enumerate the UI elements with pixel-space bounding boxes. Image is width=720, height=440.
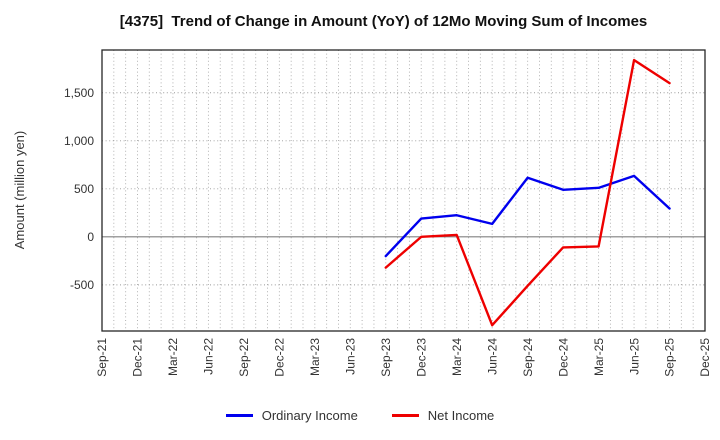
- y-tick-label: -500: [70, 278, 94, 292]
- x-tick-label: Dec-24: [556, 338, 570, 377]
- x-tick-label: Sep-25: [663, 338, 677, 377]
- legend-item-ordinary-income: Ordinary Income: [225, 408, 358, 423]
- x-tick-label: Sep-22: [237, 338, 251, 377]
- legend-label-ordinary-income: Ordinary Income: [261, 408, 358, 423]
- x-tick-label: Dec-25: [698, 338, 712, 377]
- legend: Ordinary Income Net Income: [0, 408, 720, 423]
- x-tick-label: Jun-22: [202, 338, 216, 375]
- legend-item-net-income: Net Income: [391, 408, 495, 423]
- y-tick-label: 1,500: [64, 86, 94, 100]
- x-tick-label: Mar-25: [592, 338, 606, 376]
- x-tick-label: Mar-23: [308, 338, 322, 376]
- plot-border: [101, 49, 706, 332]
- y-tick-label: 0: [87, 230, 94, 244]
- x-tick-label: Jun-23: [343, 338, 357, 375]
- x-tick-label: Sep-23: [379, 338, 393, 377]
- series-line-net-income: [384, 58, 671, 327]
- chart-canvas: Amount (million yen) -500 0 500 1,000 1,500 S…: [12, 49, 712, 377]
- x-tick-label: Dec-21: [131, 338, 145, 377]
- x-tick-label: Sep-24: [521, 338, 535, 377]
- legend-line-swatch-net-income: [391, 414, 419, 417]
- legend-label-net-income: Net Income: [427, 408, 495, 423]
- x-tick-label: Mar-24: [450, 338, 464, 376]
- y-axis-label: Amount (million yen): [12, 131, 27, 250]
- legend-line-swatch-ordinary-income: [225, 414, 253, 417]
- series-line-ordinary-income: [384, 174, 671, 258]
- x-tick-label: Dec-23: [414, 338, 428, 377]
- x-tick-label: Jun-25: [627, 338, 641, 375]
- x-tick-label: Mar-22: [166, 338, 180, 376]
- x-tick-label: Sep-21: [95, 338, 109, 377]
- y-tick-label: 1,000: [64, 134, 94, 148]
- x-tick-label: Jun-24: [485, 338, 499, 375]
- x-tick-label: Dec-22: [273, 338, 287, 377]
- y-tick-label: 500: [74, 182, 94, 196]
- chart-title: [4375] Trend of Change in Amount (YoY) o…: [119, 13, 648, 30]
